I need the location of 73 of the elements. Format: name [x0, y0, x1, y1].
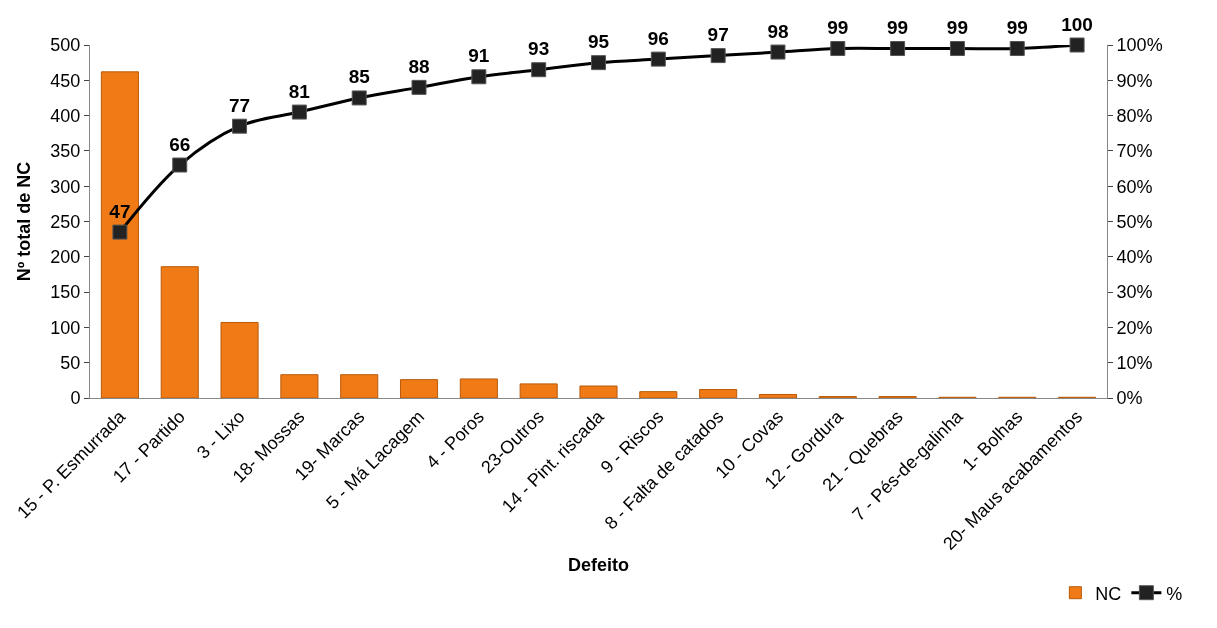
bar	[519, 383, 558, 398]
point	[890, 41, 906, 57]
point	[591, 55, 606, 71]
bar	[459, 378, 498, 398]
data-label: 85	[348, 66, 371, 88]
data-label: 99	[827, 17, 849, 39]
y-tick-label: 350	[50, 141, 81, 162]
point	[291, 104, 307, 120]
point	[112, 224, 128, 240]
point	[710, 48, 726, 64]
bar	[399, 379, 439, 398]
point	[949, 41, 965, 57]
y-tick-label: 250	[50, 211, 81, 232]
point	[471, 69, 487, 85]
y2-tick-label: 60%	[1116, 176, 1153, 197]
y-tick-label: 50	[60, 353, 81, 373]
point	[531, 62, 547, 78]
data-label: 99	[887, 17, 909, 39]
bar	[639, 391, 678, 398]
y2-tick-label: 40%	[1116, 247, 1153, 268]
point	[232, 118, 248, 134]
y2-tick-label: 80%	[1116, 105, 1153, 126]
y-tick-label: 0	[70, 388, 81, 409]
y2-tick-label: 70%	[1116, 141, 1153, 162]
data-label: 100	[1061, 13, 1093, 35]
data-label: 95	[587, 31, 610, 53]
data-label: 97	[707, 24, 729, 46]
point	[172, 157, 188, 173]
y2-tick-label: 20%	[1116, 317, 1153, 338]
y2-tick-label: 100%	[1116, 35, 1163, 56]
bar	[758, 393, 798, 398]
y2-tick-label: 0%	[1116, 388, 1143, 409]
point	[770, 44, 786, 60]
bar	[100, 71, 139, 398]
bar	[699, 389, 738, 398]
data-label: 66	[169, 133, 191, 155]
x-axis-title: Defeito	[567, 554, 630, 575]
y-tick-label: 100	[50, 317, 81, 338]
y2-tick-label: 90%	[1116, 70, 1153, 91]
point	[1009, 41, 1025, 57]
data-label: 93	[528, 38, 550, 60]
point	[351, 90, 367, 106]
bar	[220, 321, 259, 398]
y2-tick-label: 30%	[1116, 282, 1153, 303]
y-axis-title: Nº total de NC	[13, 161, 34, 282]
point	[650, 51, 666, 67]
legend-label: NC	[1095, 583, 1122, 604]
data-label: 77	[228, 94, 251, 116]
bar	[280, 374, 319, 398]
data-label: 96	[647, 27, 669, 49]
y-tick-label: 150	[50, 282, 81, 303]
data-label: 88	[408, 55, 430, 77]
data-label: 81	[288, 80, 311, 102]
point	[411, 79, 427, 95]
legend-label: %	[1166, 583, 1183, 604]
bar	[340, 374, 379, 398]
y-tick-label: 400	[50, 105, 81, 126]
bar	[160, 266, 199, 398]
y-tick-label: 450	[50, 70, 81, 91]
y-tick-label: 200	[50, 247, 81, 268]
y2-tick-label: 50%	[1116, 211, 1153, 232]
point	[1069, 37, 1085, 53]
point	[830, 41, 846, 57]
x-tick-label: 3 - Lixo	[192, 406, 249, 463]
data-label: 98	[767, 20, 789, 42]
y-tick-label: 500	[50, 35, 81, 56]
y2-tick-label: 10%	[1116, 353, 1153, 373]
y-tick-label: 300	[50, 176, 81, 197]
data-label: 99	[1006, 17, 1028, 39]
bar	[579, 385, 618, 398]
data-label: 99	[946, 17, 969, 39]
data-label: 47	[109, 200, 131, 222]
data-label: 91	[468, 45, 490, 67]
